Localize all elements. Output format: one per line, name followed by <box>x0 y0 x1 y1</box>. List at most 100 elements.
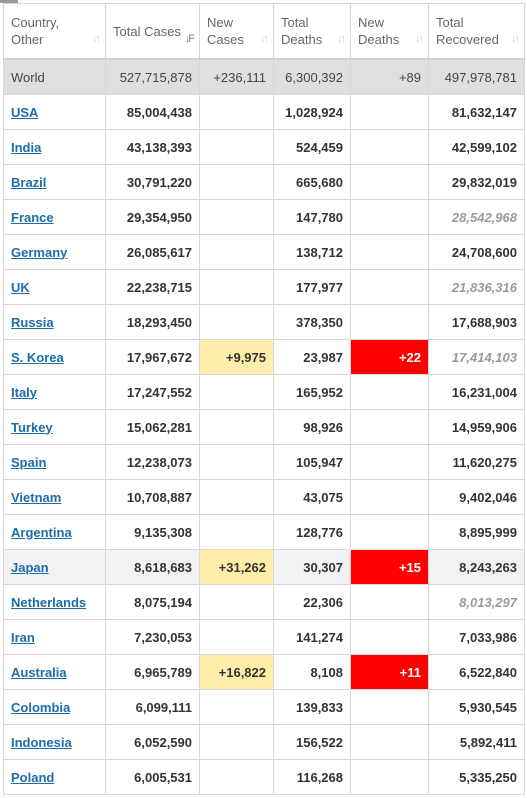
total-deaths-cell: 177,977 <box>273 269 351 305</box>
country-link[interactable]: Japan <box>11 559 49 575</box>
new-cases-cell <box>199 759 274 795</box>
country-link[interactable]: Turkey <box>11 419 53 435</box>
sort-both-icon[interactable]: ↓↑ <box>260 33 269 45</box>
table-row: Brazil 30,791,220 665,680 29,832,019 <box>3 164 525 200</box>
country-cell: USA <box>3 94 106 130</box>
country-link[interactable]: USA <box>11 104 39 120</box>
country-link[interactable]: Australia <box>11 664 67 680</box>
country-cell: Australia <box>3 654 106 690</box>
country-link[interactable]: S. Korea <box>11 349 64 365</box>
table-row: Argentina 9,135,308 128,776 8,895,999 <box>3 514 525 550</box>
sort-both-icon[interactable]: ↓↑ <box>337 33 346 45</box>
column-header-total-deaths[interactable]: Total Deaths ↓↑ <box>273 3 351 60</box>
new-cases-cell <box>199 269 274 305</box>
new-cases-cell <box>199 304 274 340</box>
country-link[interactable]: Netherlands <box>11 594 87 610</box>
new-deaths-cell <box>350 234 429 270</box>
new-deaths-cell <box>350 724 429 760</box>
new-cases-cell <box>199 514 274 550</box>
country-link[interactable]: Spain <box>11 454 47 470</box>
table-row: USA 85,004,438 1,028,924 81,632,147 <box>3 94 525 130</box>
country-link[interactable]: Italy <box>11 384 38 400</box>
total-cases-cell: 30,791,220 <box>105 164 200 200</box>
total-deaths-cell: 22,306 <box>273 584 351 620</box>
sort-both-icon[interactable]: ↓↑ <box>511 33 520 45</box>
total-recovered-cell: 7,033,986 <box>428 619 525 655</box>
total-recovered-cell: 81,632,147 <box>428 94 525 130</box>
country-cell: Spain <box>3 444 106 480</box>
total-deaths-cell: 138,712 <box>273 234 351 270</box>
new-cases-cell <box>199 129 274 165</box>
table-row: Japan 8,618,683 +31,262 30,307 +15 8,243,263 <box>3 549 525 585</box>
total-cases-cell: 29,354,950 <box>105 199 200 235</box>
column-header-total-cases[interactable]: Total Cases ↓F <box>105 3 200 60</box>
total-deaths-cell: 105,947 <box>273 444 351 480</box>
total-recovered-cell: 5,335,250 <box>428 759 525 795</box>
total-recovered-cell: 14,959,906 <box>428 409 525 445</box>
total-cases-cell: 85,004,438 <box>105 94 200 130</box>
country-cell: Japan <box>3 549 106 585</box>
country-link[interactable]: UK <box>11 279 30 295</box>
country-link[interactable]: Colombia <box>11 699 71 715</box>
sort-desc-icon[interactable]: ↓F <box>184 33 195 45</box>
table-row: Iran 7,230,053 141,274 7,033,986 <box>3 619 525 655</box>
new-deaths-cell <box>350 94 429 130</box>
country-link[interactable]: Russia <box>11 314 54 330</box>
table-body: World 527,715,878 +236,111 6,300,392 +89… <box>3 58 525 795</box>
column-header-new-cases[interactable]: New Cases ↓↑ <box>199 3 274 60</box>
country-cell: UK <box>3 269 106 305</box>
total-recovered-cell: 11,620,275 <box>428 444 525 480</box>
country-link[interactable]: Indonesia <box>11 734 72 750</box>
new-cases-cell <box>199 234 274 270</box>
country-link[interactable]: Iran <box>11 629 35 645</box>
country-cell: Brazil <box>3 164 106 200</box>
covid-stats-table: Country, Other ↓↑ Total Cases ↓F New Cas… <box>3 3 525 795</box>
total-deaths-cell: 665,680 <box>273 164 351 200</box>
column-header-label: Total Cases <box>113 23 181 39</box>
table-row: UK 22,238,715 177,977 21,836,316 <box>3 269 525 305</box>
column-header-country[interactable]: Country, Other ↓↑ <box>3 3 106 60</box>
column-header-total-recovered[interactable]: Total Recovered ↓↑ <box>428 3 525 60</box>
column-header-new-deaths[interactable]: New Deaths ↓↑ <box>350 3 429 60</box>
total-deaths-cell: 147,780 <box>273 199 351 235</box>
country-link[interactable]: Vietnam <box>11 489 62 505</box>
country-link[interactable]: Brazil <box>11 174 47 190</box>
table-header: Country, Other ↓↑ Total Cases ↓F New Cas… <box>3 3 525 60</box>
sort-both-icon[interactable]: ↓↑ <box>92 33 101 45</box>
total-cases-cell: 8,618,683 <box>105 549 200 585</box>
world-new-deaths: +89 <box>350 58 429 95</box>
new-cases-cell <box>199 94 274 130</box>
total-recovered-cell: 8,013,297 <box>428 584 525 620</box>
total-cases-cell: 6,052,590 <box>105 724 200 760</box>
new-cases-cell: +16,822 <box>199 654 274 690</box>
country-cell: Italy <box>3 374 106 410</box>
total-cases-cell: 6,099,111 <box>105 689 200 725</box>
total-deaths-cell: 141,274 <box>273 619 351 655</box>
country-link[interactable]: India <box>11 139 42 155</box>
total-cases-cell: 15,062,281 <box>105 409 200 445</box>
total-deaths-cell: 139,833 <box>273 689 351 725</box>
world-label: World <box>3 58 106 95</box>
table-row: Italy 17,247,552 165,952 16,231,004 <box>3 374 525 410</box>
new-cases-cell <box>199 444 274 480</box>
total-recovered-cell: 16,231,004 <box>428 374 525 410</box>
new-deaths-cell <box>350 304 429 340</box>
country-link[interactable]: France <box>11 209 54 225</box>
new-cases-cell <box>199 619 274 655</box>
total-recovered-cell: 17,414,103 <box>428 339 525 375</box>
total-cases-cell: 10,708,887 <box>105 479 200 515</box>
country-cell: Russia <box>3 304 106 340</box>
sort-both-icon[interactable]: ↓↑ <box>415 33 424 45</box>
new-cases-cell: +31,262 <box>199 549 274 585</box>
total-cases-cell: 6,005,531 <box>105 759 200 795</box>
country-link[interactable]: Germany <box>11 244 68 260</box>
table-row: Colombia 6,099,111 139,833 5,930,545 <box>3 689 525 725</box>
country-cell: Indonesia <box>3 724 106 760</box>
total-deaths-cell: 116,268 <box>273 759 351 795</box>
country-link[interactable]: Argentina <box>11 524 72 540</box>
total-deaths-cell: 156,522 <box>273 724 351 760</box>
new-cases-cell <box>199 479 274 515</box>
country-link[interactable]: Poland <box>11 769 55 785</box>
country-cell: Poland <box>3 759 106 795</box>
total-cases-cell: 43,138,393 <box>105 129 200 165</box>
